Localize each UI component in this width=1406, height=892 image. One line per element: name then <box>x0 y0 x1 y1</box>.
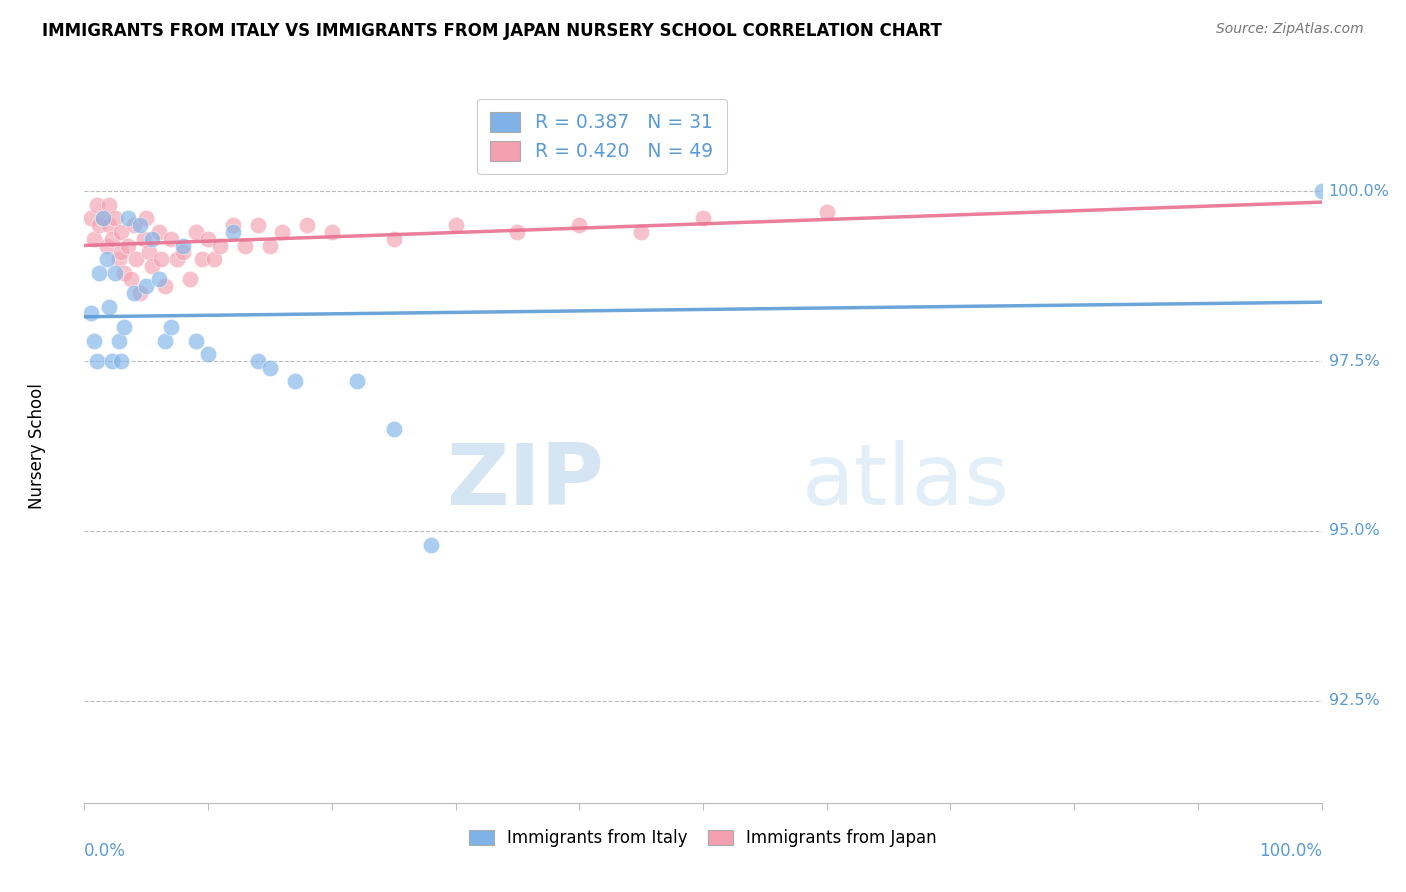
Point <box>166 252 188 266</box>
Point <box>108 252 131 266</box>
Point <box>284 375 307 389</box>
Point <box>91 211 114 226</box>
Point <box>246 218 269 232</box>
Text: 100.0%: 100.0% <box>1329 184 1389 199</box>
Point <box>209 238 232 252</box>
Text: atlas: atlas <box>801 440 1010 524</box>
Text: 95.0%: 95.0% <box>1329 524 1379 539</box>
Point <box>117 238 139 252</box>
Point <box>110 225 132 239</box>
Point <box>122 286 145 301</box>
Point <box>148 272 170 286</box>
Point <box>153 334 176 348</box>
Point <box>321 225 343 239</box>
Point <box>98 218 121 232</box>
Point <box>259 360 281 375</box>
Point <box>79 211 101 226</box>
Point <box>202 252 225 266</box>
Point <box>179 272 201 286</box>
Text: 100.0%: 100.0% <box>1258 842 1322 860</box>
Point <box>135 279 157 293</box>
Point <box>184 334 207 348</box>
Point <box>89 218 111 232</box>
Point <box>86 354 108 368</box>
Point <box>1310 184 1333 198</box>
Text: IMMIGRANTS FROM ITALY VS IMMIGRANTS FROM JAPAN NURSERY SCHOOL CORRELATION CHART: IMMIGRANTS FROM ITALY VS IMMIGRANTS FROM… <box>42 22 942 40</box>
Point <box>160 320 183 334</box>
Point <box>98 198 121 212</box>
Text: Nursery School: Nursery School <box>28 383 46 509</box>
Point <box>153 279 176 293</box>
Point <box>222 218 245 232</box>
Text: ZIP: ZIP <box>446 440 605 524</box>
Point <box>222 225 245 239</box>
Point <box>419 537 441 551</box>
Point <box>815 204 838 219</box>
Point <box>112 266 135 280</box>
Point <box>89 266 111 280</box>
Point <box>692 211 714 226</box>
Point <box>191 252 214 266</box>
Point <box>382 422 405 436</box>
Point <box>83 232 105 246</box>
Point <box>110 354 132 368</box>
Point <box>98 300 121 314</box>
Text: Source: ZipAtlas.com: Source: ZipAtlas.com <box>1216 22 1364 37</box>
Point <box>135 211 157 226</box>
Point <box>197 347 219 361</box>
Point <box>117 211 139 226</box>
Point <box>132 232 155 246</box>
Point <box>100 354 122 368</box>
Point <box>568 218 591 232</box>
Point <box>96 252 118 266</box>
Point <box>271 225 294 239</box>
Point <box>141 232 163 246</box>
Point <box>382 232 405 246</box>
Point <box>630 225 652 239</box>
Text: 92.5%: 92.5% <box>1329 693 1379 708</box>
Point <box>197 232 219 246</box>
Point <box>83 334 105 348</box>
Point <box>160 232 183 246</box>
Point <box>120 272 142 286</box>
Point <box>172 238 194 252</box>
Point <box>122 218 145 232</box>
Point <box>108 334 131 348</box>
Point <box>148 225 170 239</box>
Point <box>259 238 281 252</box>
Point <box>91 211 114 226</box>
Point <box>104 266 127 280</box>
Point <box>110 245 132 260</box>
Point <box>246 354 269 368</box>
Point <box>506 225 529 239</box>
Point <box>184 225 207 239</box>
Point <box>86 198 108 212</box>
Point <box>295 218 318 232</box>
Point <box>129 218 152 232</box>
Point <box>96 238 118 252</box>
Point <box>104 211 127 226</box>
Point <box>138 245 160 260</box>
Point <box>444 218 467 232</box>
Point <box>125 252 148 266</box>
Text: 0.0%: 0.0% <box>84 842 127 860</box>
Point <box>100 232 122 246</box>
Legend: Immigrants from Italy, Immigrants from Japan: Immigrants from Italy, Immigrants from J… <box>461 821 945 855</box>
Point <box>233 238 256 252</box>
Point <box>346 375 368 389</box>
Point <box>112 320 135 334</box>
Point <box>79 306 101 320</box>
Point <box>129 286 152 301</box>
Text: 97.5%: 97.5% <box>1329 353 1379 368</box>
Point <box>141 259 163 273</box>
Point <box>150 252 173 266</box>
Point <box>172 245 194 260</box>
